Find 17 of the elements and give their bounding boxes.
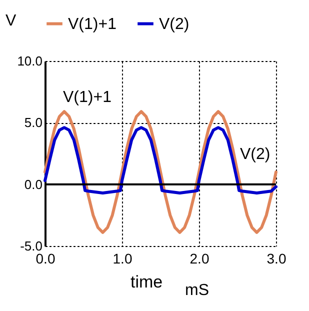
- y-tick-label: -5.0: [20, 238, 42, 254]
- x-axis-title: time: [130, 272, 163, 292]
- y-axis-title: V: [6, 12, 16, 30]
- line-series: [44, 110, 278, 234]
- legend-label: V(2): [159, 16, 190, 33]
- y-tick-label: 10.0: [17, 54, 42, 68]
- text: mS: [185, 282, 209, 300]
- x-tick-label: 2.0: [190, 250, 210, 266]
- y-tick-label: 5.0: [24, 115, 42, 130]
- x-tick-label: 1.0: [112, 250, 132, 266]
- annotation: V(1)+1: [63, 89, 112, 107]
- line-series: [44, 126, 278, 194]
- annotation: V(2): [240, 146, 270, 164]
- x-tick-label: 3.0: [266, 250, 286, 266]
- y-tick-label: 0.0: [24, 176, 42, 192]
- legend-label: V(1)+1: [68, 16, 117, 33]
- x-tick-label: 0.0: [36, 250, 56, 266]
